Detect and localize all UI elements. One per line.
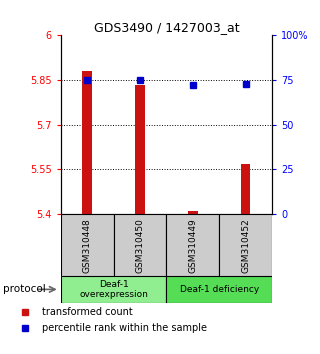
- Bar: [135, 85, 145, 214]
- Text: Deaf-1
overexpression: Deaf-1 overexpression: [79, 280, 148, 299]
- Text: GSM310448: GSM310448: [83, 218, 92, 273]
- Bar: [61, 214, 114, 276]
- Text: GSM310452: GSM310452: [241, 218, 250, 273]
- Bar: [61, 276, 166, 303]
- Bar: [241, 164, 250, 214]
- Bar: [188, 211, 197, 214]
- Bar: [166, 276, 272, 303]
- Text: transformed count: transformed count: [42, 307, 133, 318]
- Title: GDS3490 / 1427003_at: GDS3490 / 1427003_at: [93, 21, 239, 34]
- Bar: [114, 214, 166, 276]
- Bar: [83, 71, 92, 214]
- Text: GSM310450: GSM310450: [135, 218, 145, 273]
- Bar: [166, 214, 219, 276]
- Text: GSM310449: GSM310449: [188, 218, 197, 273]
- Text: protocol: protocol: [3, 284, 46, 295]
- Text: Deaf-1 deficiency: Deaf-1 deficiency: [180, 285, 259, 294]
- Text: percentile rank within the sample: percentile rank within the sample: [42, 323, 207, 333]
- Bar: [219, 214, 272, 276]
